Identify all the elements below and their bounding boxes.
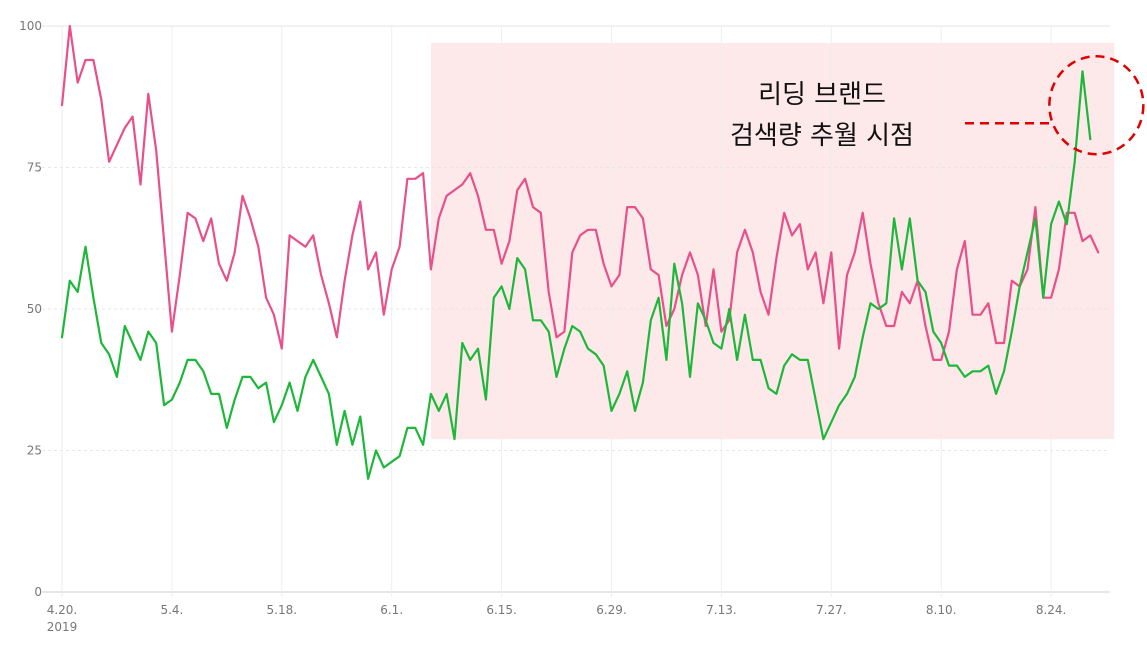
- x-tick-label: 5.4.: [160, 603, 183, 617]
- annotation-circle: [1048, 54, 1145, 156]
- x-tick-year: 2019: [47, 620, 78, 634]
- x-tick-label: 7.13.: [706, 603, 737, 617]
- highlight-rect: [430, 42, 1115, 440]
- y-tick-label: 25: [27, 444, 42, 458]
- x-tick-label: 8.10.: [926, 603, 957, 617]
- annotation-line-2: 검색량 추월 시점: [730, 121, 914, 151]
- y-tick-label: 100: [19, 19, 42, 33]
- grid: [42, 25, 1110, 597]
- x-tick-label: 4.20.: [47, 603, 78, 617]
- y-tick-label: 50: [27, 302, 42, 316]
- x-axis-ticks: 4.20. 2019 5.4. 5.18. 6.1. 6.15. 6.29. 7.13. 7.2…: [47, 603, 1067, 634]
- y-axis-ticks: 0 25 50 75 100: [19, 19, 42, 599]
- annotation-line-1: 리딩 브랜드: [758, 80, 886, 110]
- highlight-region: [430, 42, 1115, 440]
- x-tick-label: 7.27.: [816, 603, 847, 617]
- x-tick-label: 6.1.: [380, 603, 403, 617]
- x-tick-label: 6.29.: [596, 603, 627, 617]
- x-tick-label: 8.24.: [1036, 603, 1067, 617]
- x-tick-label: 6.15.: [486, 603, 517, 617]
- annotation: 리딩 브랜드 검색량 추월 시점: [730, 54, 1145, 156]
- y-tick-label: 75: [27, 161, 42, 175]
- series-line-2: [60, 70, 1092, 480]
- x-tick-label: 5.18.: [267, 603, 298, 617]
- series-line-1: [60, 24, 1100, 361]
- y-tick-label: 0: [34, 585, 42, 599]
- series-lines: [60, 24, 1100, 480]
